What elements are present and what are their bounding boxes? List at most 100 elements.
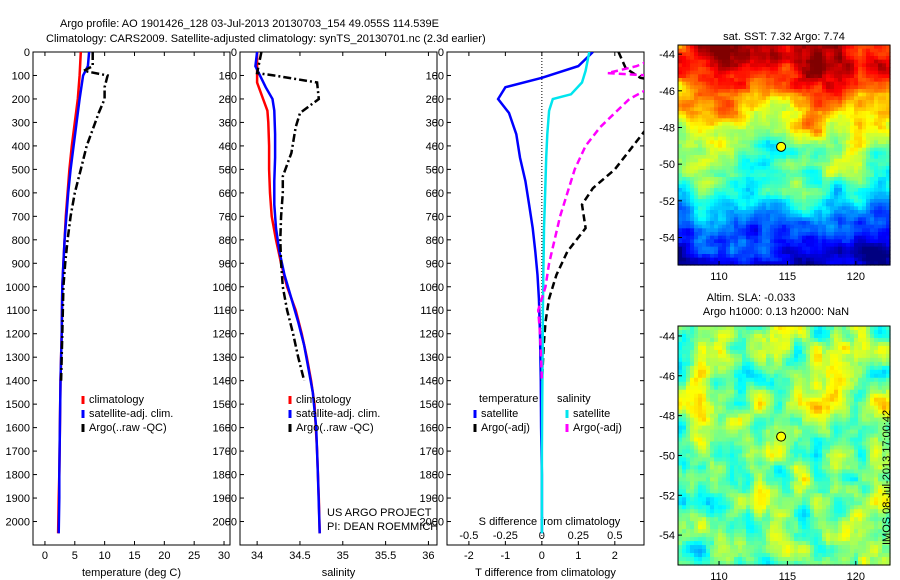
heatmap-cell (790, 191, 795, 196)
heatmap-cell (778, 85, 783, 90)
heatmap-cell (846, 122, 851, 127)
heatmap-cell (794, 70, 799, 75)
heatmap-cell (834, 155, 839, 160)
heatmap-cell (782, 365, 787, 371)
heatmap-cell (838, 381, 843, 387)
heatmap-cell (790, 56, 795, 61)
heatmap-cell (874, 261, 879, 266)
heatmap-cell (822, 333, 827, 339)
heatmap-cell (846, 243, 851, 248)
heatmap-cell (746, 136, 751, 141)
heatmap-cell (702, 188, 707, 193)
heatmap-cell (830, 100, 835, 105)
heatmap-cell (734, 74, 739, 79)
heatmap-cell (846, 377, 851, 383)
heatmap-cell (702, 235, 707, 240)
heatmap-cell (870, 184, 875, 189)
heatmap-cell (834, 326, 839, 331)
heatmap-cell (678, 250, 683, 255)
heatmap-cell (818, 140, 823, 145)
heatmap-cell (718, 254, 723, 259)
heatmap-cell (778, 206, 783, 211)
heatmap-cell (786, 429, 791, 435)
heatmap-cell (754, 397, 759, 403)
heatmap-cell (834, 357, 839, 363)
heatmap-cell (838, 210, 843, 215)
heatmap-cell (834, 184, 839, 189)
heatmap-cell (814, 221, 819, 226)
heatmap-cell (802, 144, 807, 149)
heatmap-cell (714, 180, 719, 185)
heatmap-cell (742, 63, 747, 68)
heatmap-cell (834, 166, 839, 171)
heatmap-cell (762, 191, 767, 196)
heatmap-cell (722, 365, 727, 371)
y-tick-label: 700 (426, 211, 444, 223)
heatmap-cell (754, 144, 759, 149)
heatmap-cell (870, 81, 875, 86)
heatmap-cell (726, 261, 731, 266)
heatmap-cell (814, 381, 819, 387)
heatmap-cell (734, 341, 739, 347)
heatmap-cell (858, 381, 863, 387)
heatmap-cell (862, 337, 867, 343)
heatmap-cell (830, 213, 835, 218)
heatmap-cell (678, 144, 683, 149)
heatmap-cell (742, 210, 747, 215)
heatmap-cell (678, 136, 683, 141)
heatmap-cell (882, 48, 887, 53)
heatmap-cell (870, 96, 875, 101)
heatmap-cell (698, 133, 703, 138)
heatmap-cell (710, 140, 715, 145)
heatmap-cell (698, 405, 703, 411)
heatmap-cell (810, 133, 815, 138)
heatmap-cell (690, 341, 695, 347)
heatmap-cell (766, 85, 771, 90)
heatmap-cell (686, 184, 691, 189)
heatmap-cell (730, 385, 735, 391)
heatmap-cell (770, 166, 775, 171)
heatmap-cell (758, 144, 763, 149)
heatmap-cell (874, 254, 879, 259)
heatmap-cell (690, 191, 695, 196)
heatmap-cell (798, 107, 803, 112)
heatmap-cell (826, 173, 831, 178)
heatmap-cell (738, 433, 743, 439)
heatmap-cell (874, 397, 879, 403)
heatmap-cell (730, 393, 735, 399)
heatmap-cell (794, 122, 799, 127)
y-tick-label: 1500 (6, 399, 30, 411)
heatmap-cell (730, 166, 735, 171)
y-tick-label: 2000 (420, 517, 444, 529)
heatmap-cell (858, 228, 863, 233)
heatmap-cell (874, 59, 879, 64)
heatmap-cell (826, 425, 831, 431)
heatmap-cell (858, 345, 863, 351)
heatmap-cell (822, 140, 827, 145)
heatmap-cell (818, 173, 823, 178)
heatmap-cell (878, 199, 883, 204)
heatmap-cell (738, 158, 743, 163)
heatmap-cell (702, 155, 707, 160)
heatmap-cell (846, 173, 851, 178)
heatmap-cell (846, 417, 851, 423)
heatmap-cell (778, 151, 783, 156)
heatmap-cell (826, 397, 831, 403)
heatmap-cell (682, 180, 687, 185)
heatmap-cell (722, 81, 727, 86)
heatmap-cell (806, 140, 811, 145)
series-line-argo--adj- (540, 52, 644, 381)
heatmap-cell (790, 385, 795, 391)
heatmap-cell (834, 353, 839, 359)
heatmap-cell (754, 405, 759, 411)
heatmap-cell (706, 353, 711, 359)
heatmap-cell (810, 59, 815, 64)
heatmap-cell (754, 59, 759, 64)
heatmap-cell (678, 122, 683, 127)
heatmap-cell (850, 257, 855, 262)
heatmap-cell (710, 389, 715, 395)
heatmap-cell (818, 393, 823, 399)
heatmap-cell (714, 425, 719, 431)
heatmap-cell (686, 235, 691, 240)
heatmap-cell (762, 202, 767, 207)
